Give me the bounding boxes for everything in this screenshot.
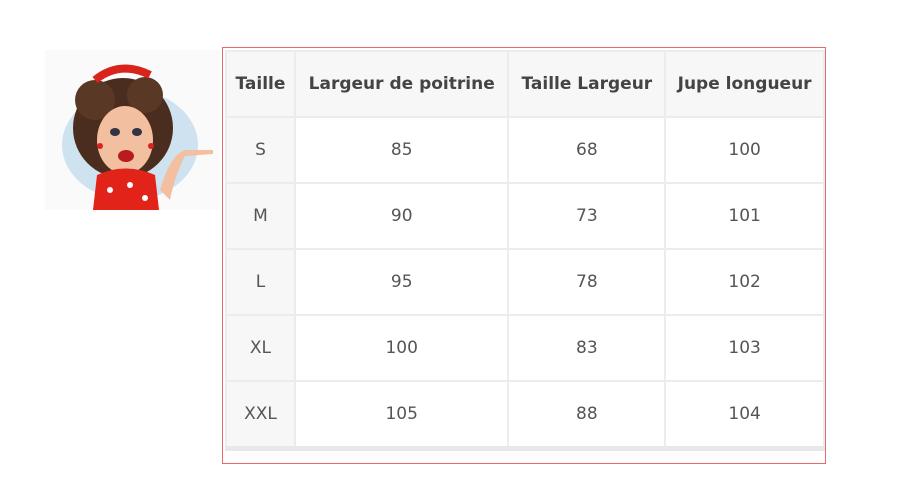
table-cell: XL	[225, 314, 296, 382]
table-cell: L	[225, 248, 296, 316]
table-cell: 68	[507, 116, 667, 184]
header-taille-largeur: Taille Largeur	[507, 50, 667, 118]
table-row: XL 100 83 103	[225, 314, 825, 382]
table-cell: 73	[507, 182, 667, 250]
table-cell: 88	[507, 380, 667, 450]
pinup-illustration	[45, 50, 220, 210]
table-row: S 85 68 100	[225, 116, 825, 184]
header-largeur-poitrine: Largeur de poitrine	[293, 50, 510, 118]
table-cell: 105	[293, 380, 510, 450]
table-cell: 100	[664, 116, 825, 184]
header-taille: Taille	[225, 50, 296, 118]
table-cell: XXL	[225, 380, 296, 450]
size-chart-frame: Taille Largeur de poitrine Taille Largeu…	[222, 47, 826, 464]
table-cell: M	[225, 182, 296, 250]
table-cell: 78	[507, 248, 667, 316]
table-cell: S	[225, 116, 296, 184]
table-cell: 85	[293, 116, 510, 184]
table-row: L 95 78 102	[225, 248, 825, 316]
table-cell: 90	[293, 182, 510, 250]
table-cell: 104	[664, 380, 825, 450]
table-row: XXL 105 88 104	[225, 380, 825, 450]
table-cell: 100	[293, 314, 510, 382]
table-cell: 103	[664, 314, 825, 382]
size-chart-table: Taille Largeur de poitrine Taille Largeu…	[225, 50, 825, 451]
table-cell: 102	[664, 248, 825, 316]
table-header-row: Taille Largeur de poitrine Taille Largeu…	[225, 50, 825, 118]
header-jupe-longueur: Jupe longueur	[664, 50, 825, 118]
table-cell: 101	[664, 182, 825, 250]
table-cell: 95	[293, 248, 510, 316]
table-row: M 90 73 101	[225, 182, 825, 250]
table-cell: 83	[507, 314, 667, 382]
